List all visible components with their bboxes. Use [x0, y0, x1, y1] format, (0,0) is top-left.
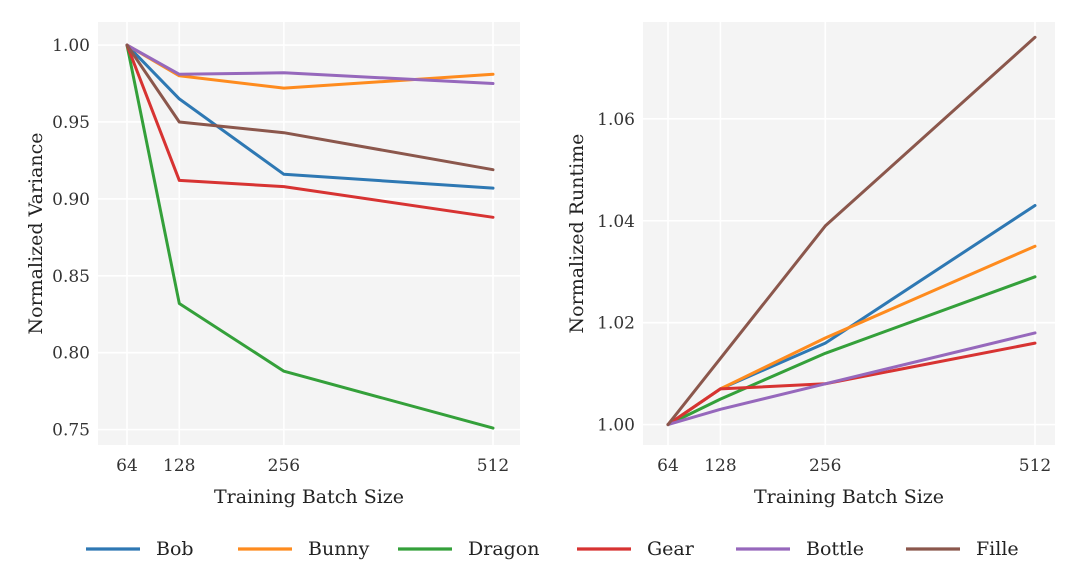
y-tick-label: 1.02 — [597, 314, 635, 334]
x-tick-label: 128 — [704, 456, 736, 476]
series-line-bob — [125, 43, 495, 190]
legend-label-bunny: Bunny — [308, 538, 370, 560]
y-tick-label: 0.90 — [52, 190, 90, 210]
series-line-dragon — [125, 43, 495, 430]
x-tick-label: 512 — [477, 456, 509, 476]
y-tick-label: 1.06 — [597, 110, 635, 130]
x-axis-label: Training Batch Size — [214, 486, 404, 508]
legend-label-bob: Bob — [156, 538, 194, 560]
legend-label-dragon: Dragon — [468, 538, 539, 560]
x-tick-label: 64 — [116, 456, 138, 476]
legend-label-bottle: Bottle — [806, 538, 864, 560]
x-tick-label: 512 — [1019, 456, 1051, 476]
legend-label-gear: Gear — [647, 538, 695, 560]
series-line-dragon — [666, 275, 1037, 427]
x-tick-label: 64 — [657, 456, 679, 476]
series-line-gear — [666, 341, 1037, 427]
y-tick-label: 1.04 — [597, 212, 635, 232]
series-line-bottle — [125, 43, 495, 85]
y-axis-label: Normalized Variance — [25, 132, 47, 334]
plot-area — [98, 22, 520, 445]
plot-area — [643, 22, 1055, 445]
x-axis-label: Training Batch Size — [754, 486, 944, 508]
y-axis-label: Normalized Runtime — [566, 134, 588, 334]
y-tick-label: 1.00 — [52, 36, 90, 56]
series-line-bottle — [666, 331, 1037, 427]
y-tick-label: 0.75 — [52, 421, 90, 441]
legend: Bob Bunny Dragon Gear Bottle Fille — [86, 538, 1019, 560]
series-line-fille — [666, 35, 1037, 427]
x-tick-label: 256 — [268, 456, 300, 476]
y-tick-label: 0.85 — [52, 267, 90, 287]
y-tick-label: 0.95 — [52, 113, 90, 133]
runtime-chart: 1.00 1.02 1.04 1.06 64 128 256 512 Training Batc… — [566, 22, 1055, 508]
y-tick-label: 0.80 — [52, 344, 90, 364]
y-tick-label: 1.00 — [597, 416, 635, 436]
series-line-fille — [125, 43, 495, 172]
x-tick-label: 256 — [809, 456, 841, 476]
legend-label-fille: Fille — [976, 538, 1019, 560]
x-tick-label: 128 — [163, 456, 195, 476]
series-line-gear — [125, 43, 495, 219]
variance-chart: 0.75 0.80 0.85 0.90 0.95 1.00 64 128 256 512 Train… — [25, 22, 520, 508]
